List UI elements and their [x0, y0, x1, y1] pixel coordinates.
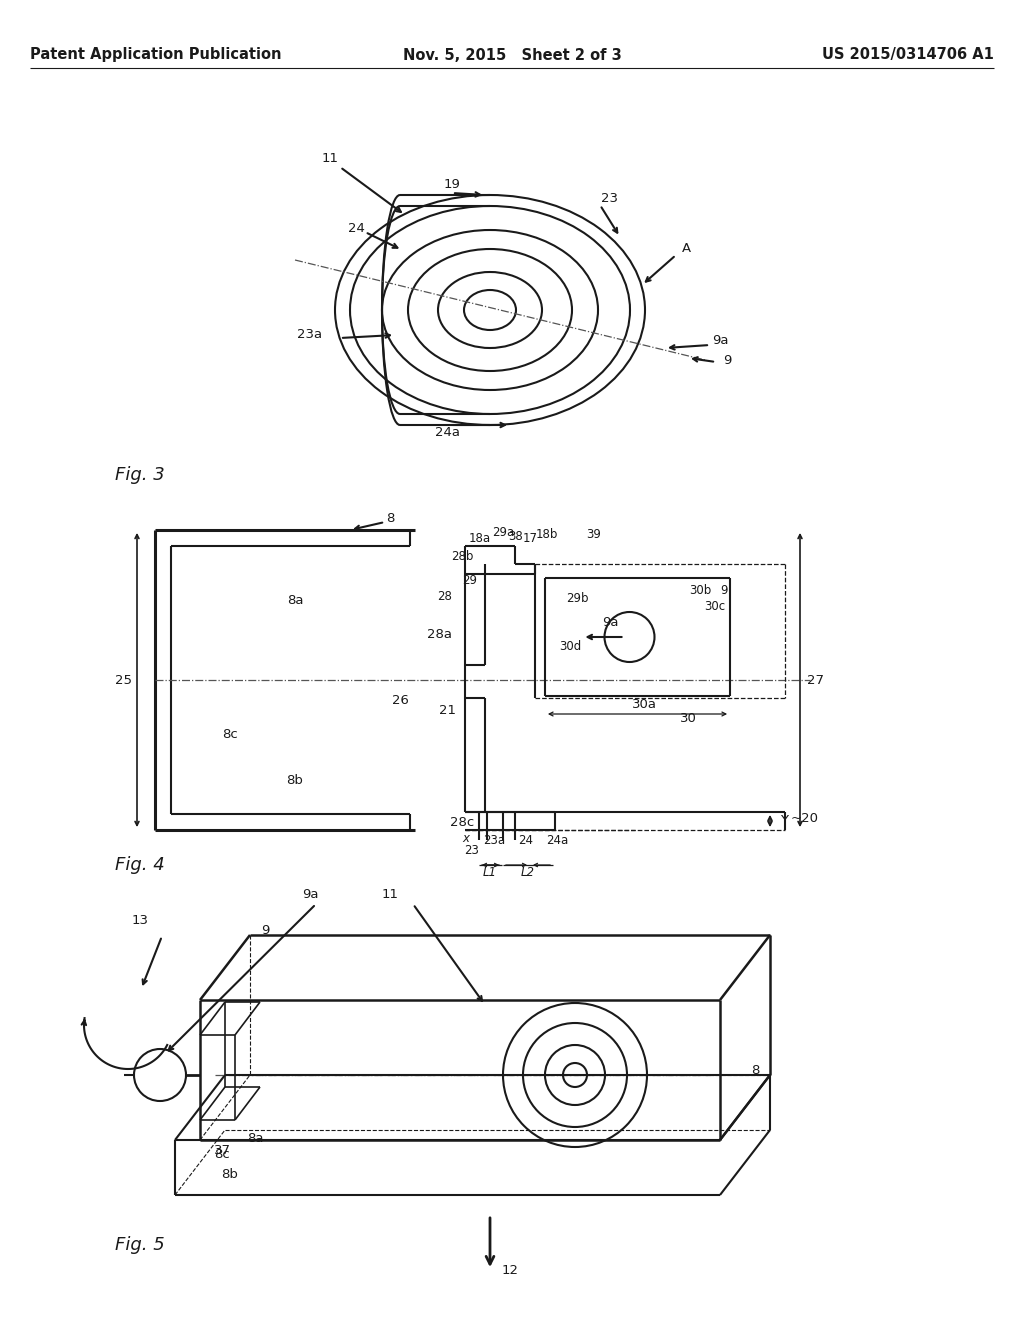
Text: 28: 28 — [437, 590, 453, 602]
Text: 23: 23 — [601, 191, 618, 205]
Text: 28a: 28a — [427, 628, 453, 642]
Text: 8c: 8c — [222, 729, 238, 742]
Text: 29b: 29b — [565, 591, 588, 605]
Text: 8b: 8b — [221, 1168, 239, 1181]
Text: A: A — [681, 242, 690, 255]
Text: 24a: 24a — [546, 833, 568, 846]
Text: 28c: 28c — [450, 816, 474, 829]
Text: 30b: 30b — [689, 583, 711, 597]
Text: 28b: 28b — [451, 549, 473, 562]
Text: 9a: 9a — [602, 615, 618, 628]
Text: Patent Application Publication: Patent Application Publication — [30, 48, 282, 62]
Text: 27: 27 — [807, 673, 823, 686]
Text: 13: 13 — [131, 913, 148, 927]
Text: 39: 39 — [587, 528, 601, 540]
Text: 8: 8 — [751, 1064, 759, 1077]
Text: 11: 11 — [382, 888, 398, 902]
Text: Fig. 5: Fig. 5 — [115, 1236, 165, 1254]
Text: 30c: 30c — [705, 599, 726, 612]
Text: 9a: 9a — [712, 334, 728, 346]
Text: 24: 24 — [347, 222, 365, 235]
Text: 21: 21 — [438, 704, 456, 717]
Text: 11: 11 — [322, 152, 339, 165]
Text: 18b: 18b — [536, 528, 558, 541]
Text: 8a: 8a — [287, 594, 303, 606]
Text: 19: 19 — [443, 178, 461, 191]
Text: L2: L2 — [521, 866, 535, 879]
Text: 8c: 8c — [214, 1148, 229, 1162]
Text: Nov. 5, 2015   Sheet 2 of 3: Nov. 5, 2015 Sheet 2 of 3 — [402, 48, 622, 62]
Text: x: x — [463, 832, 469, 845]
Text: Fig. 3: Fig. 3 — [115, 466, 165, 484]
Text: 23a: 23a — [483, 833, 505, 846]
Text: 23a: 23a — [297, 329, 323, 342]
Text: Fig. 4: Fig. 4 — [115, 855, 165, 874]
Text: 30a: 30a — [632, 697, 656, 710]
Text: 8a: 8a — [247, 1131, 263, 1144]
Text: 25: 25 — [115, 673, 131, 686]
Text: 23: 23 — [465, 843, 479, 857]
Text: 18a: 18a — [469, 532, 492, 544]
Text: 26: 26 — [391, 693, 409, 706]
Text: 9: 9 — [720, 583, 728, 597]
Text: 17: 17 — [522, 532, 538, 544]
Text: 29: 29 — [463, 573, 477, 586]
Text: 8b: 8b — [287, 774, 303, 787]
Text: ~20: ~20 — [791, 813, 819, 825]
Text: Y: Y — [780, 814, 788, 828]
Text: 9: 9 — [723, 354, 731, 367]
Text: 12: 12 — [502, 1263, 518, 1276]
Text: 30: 30 — [680, 711, 696, 725]
Text: 30d: 30d — [559, 640, 582, 653]
Text: 29a: 29a — [492, 525, 514, 539]
Text: US 2015/0314706 A1: US 2015/0314706 A1 — [822, 48, 994, 62]
Text: L1: L1 — [483, 866, 497, 879]
Text: 9: 9 — [261, 924, 269, 936]
Text: 24: 24 — [518, 833, 534, 846]
Text: 37: 37 — [213, 1143, 230, 1156]
Text: 24a: 24a — [434, 426, 460, 440]
Text: 8: 8 — [386, 511, 394, 524]
Text: 38: 38 — [509, 529, 523, 543]
Text: 9a: 9a — [302, 888, 318, 902]
